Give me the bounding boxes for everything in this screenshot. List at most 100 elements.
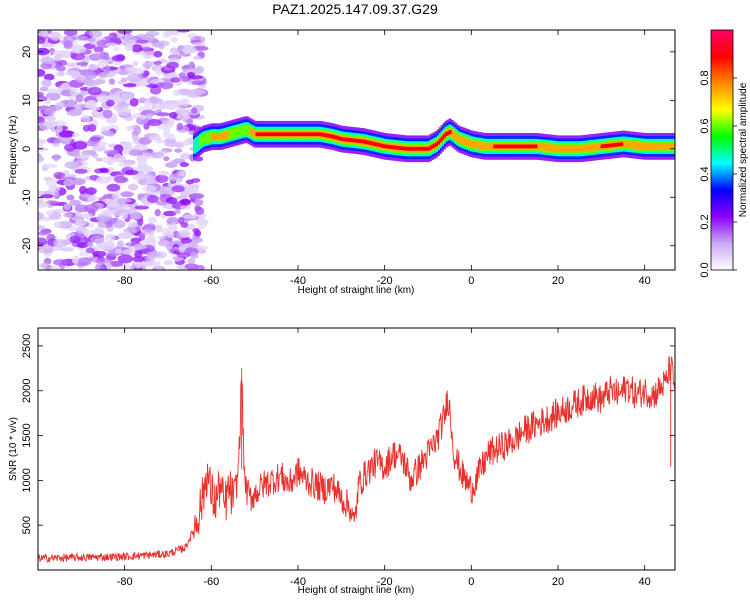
ridge-cell xyxy=(622,140,626,148)
ridge-cell xyxy=(233,127,238,138)
ridge-cell xyxy=(308,132,312,137)
snr-x-tick-label: 20 xyxy=(552,576,564,588)
ridge-cell xyxy=(425,146,429,151)
ridge-cell xyxy=(473,141,477,149)
noise-blob xyxy=(132,113,141,119)
noise-blob xyxy=(48,185,61,193)
ridge-cell xyxy=(508,144,513,149)
snr-x-axis-label: Height of straight line (km) xyxy=(298,585,415,596)
noise-blob xyxy=(102,198,117,204)
noise-blob xyxy=(126,125,134,132)
noise-blob xyxy=(63,30,78,36)
snr-x-tick-label: 0 xyxy=(468,576,474,588)
colorbar-tick-label: 0.0 xyxy=(699,262,711,277)
noise-blob xyxy=(102,109,113,119)
ridge-cell xyxy=(280,132,284,137)
ridge-cell xyxy=(614,142,618,147)
ridge-cell xyxy=(583,144,587,152)
ridge-cell xyxy=(335,135,339,140)
colorbar-tick-label: 0.2 xyxy=(699,214,711,229)
noise-blob xyxy=(82,212,93,220)
ridge-cell xyxy=(506,144,511,149)
ridge-cell xyxy=(598,143,602,151)
spectrogram-y-tick-label: 10 xyxy=(21,94,33,106)
noise-blob xyxy=(84,82,100,87)
snr-x-tick-label: -40 xyxy=(290,576,306,588)
ridge-cell xyxy=(466,138,470,146)
noise-blob xyxy=(190,193,205,200)
noise-blob xyxy=(49,265,60,270)
noise-blob xyxy=(74,168,88,174)
ridge-cell xyxy=(520,144,524,149)
noise-blob xyxy=(69,199,82,206)
ridge-cell xyxy=(538,143,542,151)
noise-blob xyxy=(166,216,179,226)
noise-blob xyxy=(168,133,176,141)
noise-blob xyxy=(186,118,194,126)
ridge-cell xyxy=(430,144,435,149)
noise-blob xyxy=(40,43,56,48)
ridge-cell xyxy=(489,142,493,150)
noise-blob xyxy=(38,68,46,77)
ridge-cell xyxy=(631,141,635,149)
ridge-cell xyxy=(350,138,355,143)
noise-blob xyxy=(95,176,111,184)
ridge-cell xyxy=(296,132,300,137)
noise-blob xyxy=(158,185,175,194)
noise-blob xyxy=(173,148,183,153)
noise-blob xyxy=(158,170,170,176)
noise-blob xyxy=(127,183,139,191)
ridge-cell xyxy=(643,142,647,150)
colorbar-gradient xyxy=(711,30,733,270)
ridge-cell xyxy=(224,131,228,139)
ridge-cell xyxy=(331,134,335,139)
ridge-cell xyxy=(536,142,540,150)
noise-blob xyxy=(38,231,48,236)
noise-blob xyxy=(93,46,104,53)
noise-blob xyxy=(155,137,163,144)
snr-x-ticks: -80 -60 -40 -20 0 20 40 xyxy=(117,328,651,588)
ridge-cell xyxy=(257,132,261,137)
snr-x-tick-label: -60 xyxy=(203,576,219,588)
ridge-cell xyxy=(343,137,347,142)
ridge-cell xyxy=(311,132,316,137)
ridge-cell xyxy=(239,125,243,137)
ridge-cell xyxy=(579,145,583,153)
noise-blob xyxy=(106,202,118,208)
noise-blob xyxy=(56,71,65,77)
ridge-cell xyxy=(659,142,663,150)
noise-blob xyxy=(134,39,150,44)
ridge-cell xyxy=(393,145,398,150)
noise-blob xyxy=(139,47,155,52)
ridge-cell xyxy=(269,132,273,137)
noise-blob xyxy=(53,239,68,248)
noise-blob xyxy=(123,115,134,122)
ridge-cell xyxy=(286,132,290,137)
ridge-cell xyxy=(594,143,598,151)
ridge-cell xyxy=(432,143,437,148)
ridge-cell xyxy=(417,146,421,151)
ridge-cell xyxy=(639,142,643,150)
spectrogram-noise-region xyxy=(38,30,209,270)
noise-blob xyxy=(165,230,175,238)
noise-blob xyxy=(155,67,163,76)
ridge-cell xyxy=(255,132,259,137)
noise-blob xyxy=(104,241,115,250)
ridge-cell xyxy=(386,144,390,149)
noise-blob xyxy=(130,213,142,220)
ridge-cell xyxy=(267,132,271,137)
noise-blob xyxy=(112,191,121,201)
noise-blob xyxy=(105,99,115,107)
ridge-cell xyxy=(623,140,628,148)
ridge-cell xyxy=(265,132,269,137)
ridge-cell xyxy=(637,142,641,150)
noise-blob xyxy=(69,235,81,244)
noise-blob xyxy=(89,30,103,38)
noise-blob xyxy=(182,185,194,193)
ridge-cell xyxy=(259,132,263,137)
ridge-cell xyxy=(198,136,203,147)
ridge-cell xyxy=(288,132,292,137)
ridge-cell xyxy=(647,142,651,150)
noise-blob xyxy=(56,124,63,133)
noise-blob xyxy=(164,141,178,147)
